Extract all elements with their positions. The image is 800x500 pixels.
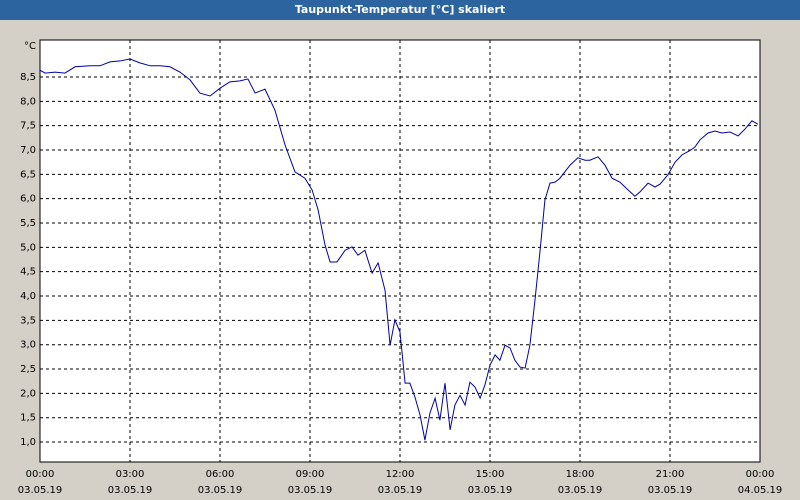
y-tick-label: 2,5	[20, 364, 36, 375]
x-tick-date: 03.05.19	[198, 485, 243, 496]
x-tick-label: 15:00	[476, 469, 505, 480]
x-tick-date: 03.05.19	[18, 485, 63, 496]
chart-title: Taupunkt-Temperatur [°C] skaliert	[295, 3, 505, 16]
y-tick-label: 2,0	[20, 388, 36, 399]
title-bar	[0, 0, 800, 20]
y-tick-label: 8,0	[20, 96, 36, 107]
y-tick-label: 3,5	[20, 315, 36, 326]
y-tick-label: 7,5	[20, 121, 36, 132]
x-tick-label: 12:00	[386, 469, 415, 480]
x-tick-date: 04.05.19	[738, 485, 783, 496]
y-tick-label: 5,0	[20, 242, 36, 253]
x-tick-date: 03.05.19	[558, 485, 603, 496]
y-tick-label: 6,5	[20, 169, 36, 180]
x-tick-date: 03.05.19	[288, 485, 333, 496]
y-tick-label: 5,5	[20, 218, 36, 229]
data-line	[39, 58, 759, 441]
y-tick-label: 3,0	[20, 340, 36, 351]
x-tick-label: 21:00	[656, 469, 685, 480]
x-tick-date: 03.05.19	[108, 485, 153, 496]
y-tick-label: 1,5	[20, 413, 36, 424]
y-tick-label: 4,5	[20, 267, 36, 278]
x-tick-date: 03.05.19	[468, 485, 513, 496]
y-tick-label: 8,5	[20, 72, 36, 83]
x-tick-date: 03.05.19	[648, 485, 693, 496]
y-tick-label: 4,0	[20, 291, 36, 302]
x-tick-label: 00:00	[746, 469, 775, 480]
y-tick-label: 6,0	[20, 194, 36, 205]
y-unit: °C	[24, 41, 36, 52]
y-tick-label: 1,0	[20, 437, 36, 448]
y-tick-label: 7,0	[20, 145, 36, 156]
x-tick-label: 09:00	[296, 469, 325, 480]
x-tick-label: 06:00	[206, 469, 235, 480]
x-tick-label: 00:00	[26, 469, 55, 480]
x-tick-date: 03.05.19	[378, 485, 423, 496]
x-tick-label: 03:00	[116, 469, 145, 480]
x-tick-label: 18:00	[566, 469, 595, 480]
